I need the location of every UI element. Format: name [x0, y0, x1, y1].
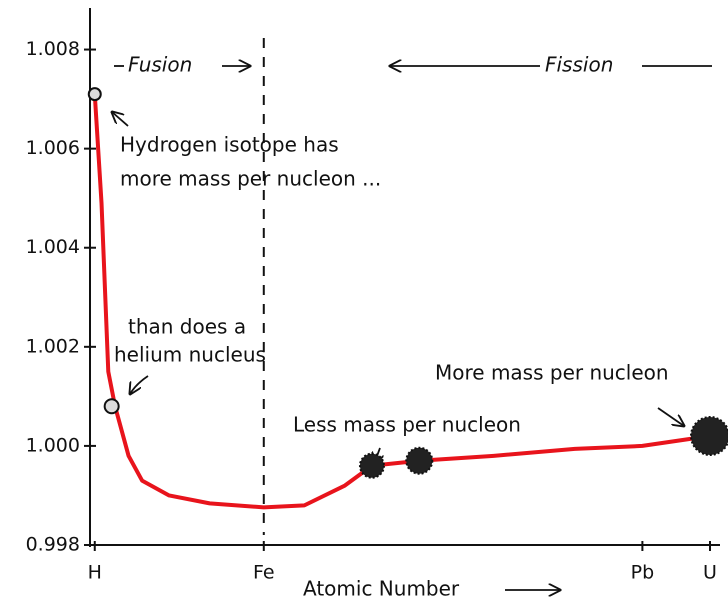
fission-label: Fission — [545, 53, 613, 77]
annotation: more mass per nucleon ... — [120, 167, 381, 191]
arrow — [112, 112, 128, 126]
y-tick-label: 1.000 — [26, 434, 80, 456]
annotation: than does a — [128, 315, 246, 339]
y-tick-label: 1.002 — [26, 335, 80, 357]
x-axis-label: Atomic Number — [303, 577, 460, 601]
annotation: Less mass per nucleon — [293, 413, 521, 437]
annotation: Hydrogen isotope has — [120, 133, 339, 157]
nucleus — [105, 399, 119, 413]
fusion-label: Fusion — [128, 53, 192, 77]
annotation: More mass per nucleon — [435, 361, 669, 385]
arrow — [130, 376, 148, 394]
y-tick-label: 0.998 — [26, 534, 80, 556]
nucleus — [360, 454, 384, 478]
annotation: helium nucleus — [114, 343, 266, 367]
chart: Fusion Fission Hydrogen isotope has more… — [0, 0, 728, 605]
nucleus — [691, 417, 728, 455]
page: Fusion Fission Hydrogen isotope has more… — [0, 0, 728, 605]
arrow — [658, 408, 684, 426]
y-tick-label: 1.006 — [26, 137, 80, 159]
nucleus — [406, 448, 432, 474]
x-tick-label: Pb — [631, 562, 655, 584]
y-tick-label: 1.008 — [26, 38, 80, 60]
x-tick-label: H — [88, 562, 102, 584]
x-tick-label: U — [703, 562, 717, 584]
nucleus — [89, 88, 101, 100]
x-tick-label: Fe — [253, 562, 275, 584]
y-tick-label: 1.004 — [26, 236, 80, 258]
